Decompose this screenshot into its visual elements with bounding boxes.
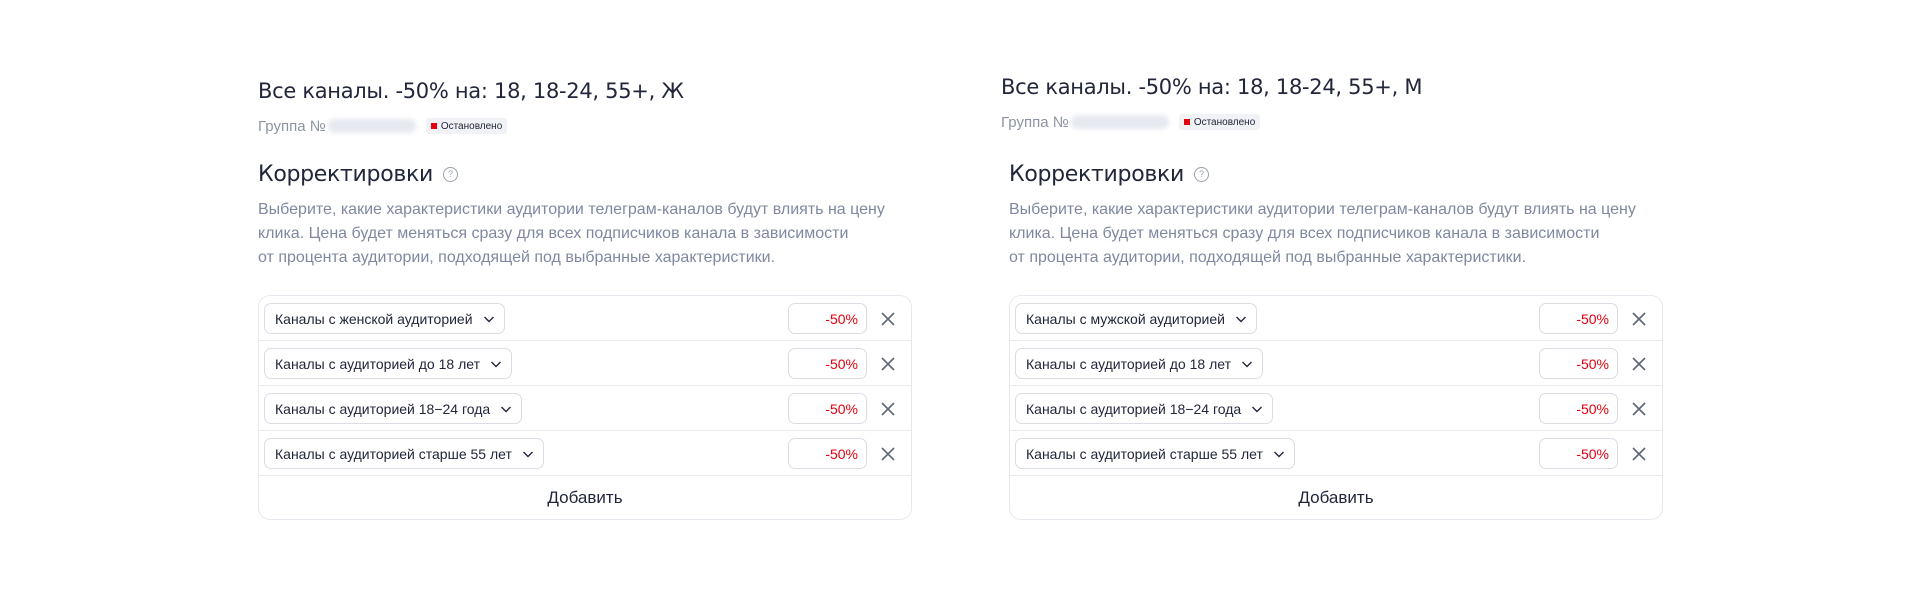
add-adjustment-button[interactable]: Добавить [1298, 488, 1374, 507]
campaign-title: Все каналы. -50% на: 18, 18-24, 55+, М [1001, 75, 1423, 99]
close-icon [1632, 357, 1646, 371]
segment-select[interactable]: Каналы с аудиторией старше 55 лет [1015, 438, 1295, 469]
segment-select[interactable]: Каналы с аудиторией 18−24 года [264, 393, 523, 424]
segment-label: Каналы с аудиторией 18−24 года [1026, 400, 1242, 417]
chevron-down-icon [1273, 448, 1285, 460]
adjustment-row: Каналы с аудиторией старше 55 лет -50% [259, 431, 911, 476]
help-circle-icon[interactable]: ? [443, 167, 459, 182]
remove-row-button[interactable] [1629, 444, 1649, 464]
status-badge: Остановлено [425, 118, 508, 134]
group-label: Группа № [258, 117, 326, 135]
remove-row-button[interactable] [878, 309, 898, 329]
remove-row-button[interactable] [1629, 399, 1649, 419]
chevron-down-icon [1251, 403, 1263, 415]
description-line: от процента аудитории, подходящей под вы… [258, 249, 776, 266]
segment-select[interactable]: Каналы с аудиторией до 18 лет [1015, 348, 1263, 379]
adjustment-row: Каналы с аудиторией старше 55 лет -50% [1010, 431, 1662, 476]
status-label: Остановлено [440, 120, 503, 132]
segment-select[interactable]: Каналы с аудиторией 18−24 года [1015, 393, 1274, 424]
remove-row-button[interactable] [878, 399, 898, 419]
chevron-down-icon [490, 358, 502, 370]
status-dot-icon [1183, 119, 1190, 125]
status-dot-icon [430, 123, 437, 129]
adjustments-list: Каналы с женской аудиторией -50% Каналы … [258, 295, 912, 520]
group-line: Группа № Остановлено [258, 116, 508, 136]
percent-input[interactable]: -50% [1539, 348, 1618, 379]
section-description: Выберите, какие характеристики аудитории… [1009, 198, 1669, 270]
close-icon [881, 402, 895, 416]
adjustment-row: Каналы с аудиторией 18−24 года -50% [1010, 386, 1662, 431]
segment-label: Каналы с аудиторией старше 55 лет [275, 445, 512, 462]
adjustment-row: Каналы с аудиторией до 18 лет -50% [1010, 341, 1662, 386]
remove-row-button[interactable] [1629, 309, 1649, 329]
add-adjustment-button[interactable]: Добавить [547, 488, 623, 507]
close-icon [881, 357, 895, 371]
chevron-down-icon [522, 448, 534, 460]
segment-label: Каналы с мужской аудиторией [1026, 310, 1225, 327]
chevron-down-icon [483, 313, 495, 325]
remove-row-button[interactable] [1629, 354, 1649, 374]
description-line: Выберите, какие характеристики аудитории… [258, 201, 885, 218]
percent-input[interactable]: -50% [788, 348, 867, 379]
section-title: Корректировки ? [258, 162, 459, 187]
percent-input[interactable]: -50% [788, 303, 867, 334]
chevron-down-icon [1235, 313, 1247, 325]
adjustment-row: Каналы с аудиторией 18−24 года -50% [259, 386, 911, 431]
percent-input[interactable]: -50% [1539, 438, 1618, 469]
segment-label: Каналы с аудиторией 18−24 года [275, 400, 491, 417]
description-line: клика. Цена будет меняться сразу для все… [258, 225, 849, 242]
remove-row-button[interactable] [878, 444, 898, 464]
status-label: Остановлено [1193, 116, 1256, 128]
segment-select[interactable]: Каналы с аудиторией старше 55 лет [264, 438, 544, 469]
group-label: Группа № [1001, 113, 1069, 131]
close-icon [1632, 312, 1646, 326]
percent-input[interactable]: -50% [788, 393, 867, 424]
close-icon [881, 312, 895, 326]
segment-label: Каналы с аудиторией до 18 лет [1026, 355, 1231, 372]
segment-label: Каналы с аудиторией до 18 лет [275, 355, 480, 372]
segment-select[interactable]: Каналы с женской аудиторией [264, 303, 505, 334]
segment-select[interactable]: Каналы с мужской аудиторией [1015, 303, 1257, 334]
description-line: Выберите, какие характеристики аудитории… [1009, 201, 1636, 218]
segment-select[interactable]: Каналы с аудиторией до 18 лет [264, 348, 512, 379]
close-icon [881, 447, 895, 461]
segment-label: Каналы с аудиторией старше 55 лет [1026, 445, 1263, 462]
help-circle-icon[interactable]: ? [1194, 167, 1210, 182]
chevron-down-icon [1241, 358, 1253, 370]
segment-label: Каналы с женской аудиторией [275, 310, 473, 327]
adjustments-list: Каналы с мужской аудиторией -50% Каналы … [1009, 295, 1663, 520]
percent-input[interactable]: -50% [1539, 303, 1618, 334]
group-line: Группа № Остановлено [1001, 112, 1261, 132]
description-line: от процента аудитории, подходящей под вы… [1009, 249, 1527, 266]
percent-input[interactable]: -50% [788, 438, 867, 469]
campaign-title: Все каналы. -50% на: 18, 18-24, 55+, Ж [258, 79, 684, 103]
section-title-text: Корректировки [1009, 162, 1185, 187]
section-title-text: Корректировки [258, 162, 434, 187]
close-icon [1632, 447, 1646, 461]
percent-input[interactable]: -50% [1539, 393, 1618, 424]
remove-row-button[interactable] [878, 354, 898, 374]
group-id-redacted [1070, 115, 1169, 129]
adjustment-row: Каналы с мужской аудиторией -50% [1010, 296, 1662, 341]
section-title: Корректировки ? [1009, 162, 1210, 187]
description-line: клика. Цена будет меняться сразу для все… [1009, 225, 1600, 242]
section-description: Выберите, какие характеристики аудитории… [258, 198, 918, 270]
adjustment-row: Каналы с женской аудиторией -50% [259, 296, 911, 341]
close-icon [1632, 402, 1646, 416]
adjustment-row: Каналы с аудиторией до 18 лет -50% [259, 341, 911, 386]
chevron-down-icon [500, 403, 512, 415]
status-badge: Остановлено [1178, 114, 1261, 130]
group-id-redacted [327, 119, 416, 133]
